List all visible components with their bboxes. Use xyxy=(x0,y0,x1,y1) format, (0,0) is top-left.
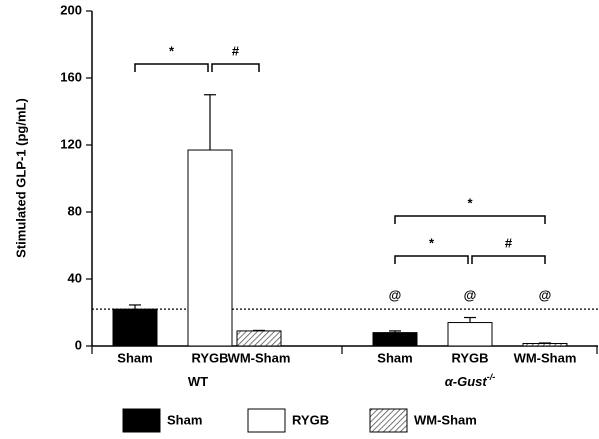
bar-annotation: @ xyxy=(539,287,552,302)
significance-bracket xyxy=(211,63,260,72)
significance-label: * xyxy=(429,235,435,250)
significance-label: # xyxy=(505,235,513,250)
group-label: WT xyxy=(188,374,208,389)
y-tick-label: 120 xyxy=(60,136,82,151)
y-tick-label: 0 xyxy=(75,337,82,352)
bar xyxy=(372,332,418,347)
bar xyxy=(447,322,493,347)
bar-annotation: @ xyxy=(464,287,477,302)
bar xyxy=(236,330,282,347)
significance-label: # xyxy=(232,43,240,58)
x-tick-label: Sham xyxy=(117,350,152,365)
y-tick-label: 40 xyxy=(68,270,82,285)
bar xyxy=(112,308,158,347)
group-label-superscript: -/- xyxy=(487,372,496,382)
significance-bracket xyxy=(471,255,546,264)
legend-label: WM-Sham xyxy=(414,412,477,427)
group-label-text: WT xyxy=(188,374,208,389)
legend-swatch xyxy=(369,408,408,433)
y-axis-label: Stimulated GLP-1 (pg/mL) xyxy=(13,98,28,258)
x-tick-label: WM-Sham xyxy=(514,350,577,365)
x-tick-label: RYGB xyxy=(451,350,488,365)
bar xyxy=(522,342,568,347)
significance-label: * xyxy=(467,195,473,210)
bar-annotation: @ xyxy=(389,287,402,302)
significance-label: * xyxy=(169,43,175,58)
bar xyxy=(187,149,233,347)
group-label: α-Gust-/- xyxy=(445,372,496,389)
group-label-text: α-Gust xyxy=(445,374,488,389)
x-tick-label: Sham xyxy=(377,350,412,365)
significance-bracket xyxy=(394,215,546,224)
y-tick-label: 80 xyxy=(68,203,82,218)
x-tick-label: WM-Sham xyxy=(228,350,291,365)
legend-label: Sham xyxy=(167,412,202,427)
y-tick-label: 160 xyxy=(60,69,82,84)
y-tick-label: 200 xyxy=(60,2,82,17)
legend-swatch xyxy=(122,408,161,433)
x-tick-label: RYGB xyxy=(191,350,228,365)
significance-bracket xyxy=(134,63,209,72)
legend-swatch xyxy=(247,408,286,433)
significance-bracket xyxy=(394,255,469,264)
legend-label: RYGB xyxy=(292,412,329,427)
